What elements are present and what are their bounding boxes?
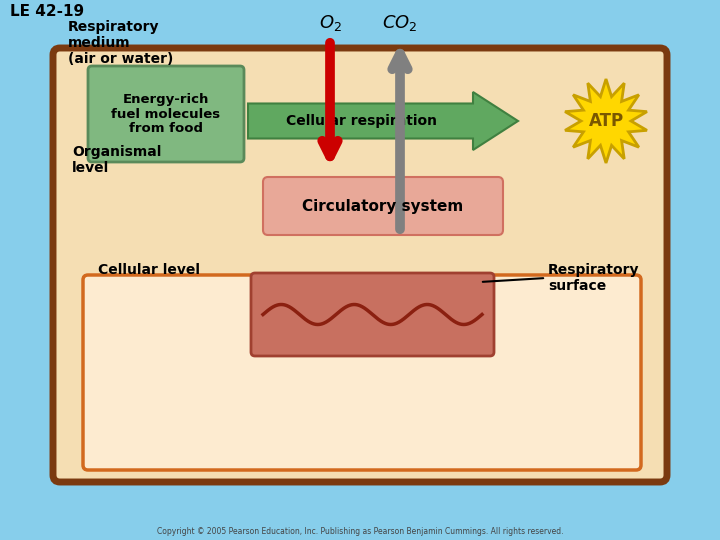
Text: Respiratory
surface: Respiratory surface	[548, 263, 639, 293]
FancyBboxPatch shape	[83, 275, 641, 470]
FancyBboxPatch shape	[263, 177, 503, 235]
Text: Circulatory system: Circulatory system	[302, 199, 464, 213]
Text: Energy-rich
fuel molecules
from food: Energy-rich fuel molecules from food	[112, 92, 220, 136]
Text: Organismal
level: Organismal level	[72, 145, 161, 175]
Text: Respiratory
medium
(air or water): Respiratory medium (air or water)	[68, 20, 174, 66]
FancyArrow shape	[248, 92, 518, 150]
Text: ATP: ATP	[588, 112, 624, 130]
Polygon shape	[565, 79, 647, 163]
Text: $O_2$: $O_2$	[318, 13, 341, 33]
Text: Cellular level: Cellular level	[98, 263, 200, 277]
Text: Copyright © 2005 Pearson Education, Inc. Publishing as Pearson Benjamin Cummings: Copyright © 2005 Pearson Education, Inc.…	[157, 527, 563, 536]
FancyBboxPatch shape	[251, 273, 494, 356]
Text: LE 42-19: LE 42-19	[10, 4, 84, 19]
Text: $CO_2$: $CO_2$	[382, 13, 418, 33]
Text: Cellular respiration: Cellular respiration	[286, 114, 437, 128]
FancyBboxPatch shape	[53, 48, 667, 482]
FancyBboxPatch shape	[88, 66, 244, 162]
